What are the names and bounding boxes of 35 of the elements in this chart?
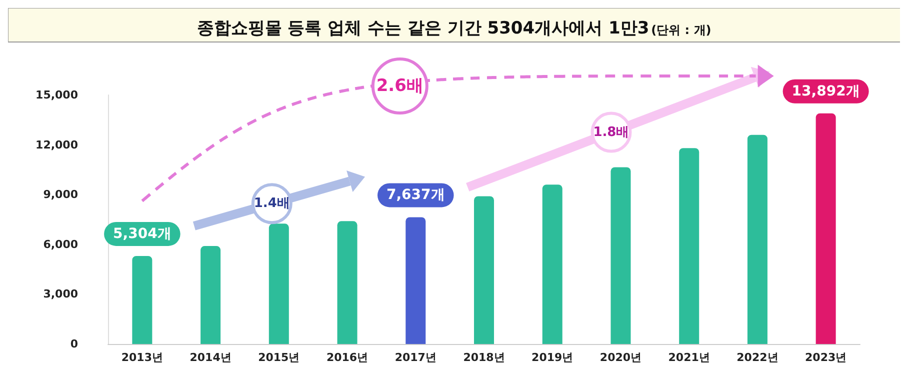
y-tick-label: 15,000 <box>36 88 78 102</box>
x-tick-label: 2020년 <box>600 351 642 364</box>
data-label: 5,304개 <box>113 226 172 242</box>
annotation: 2.6배 <box>376 76 424 96</box>
x-tick-label: 2018년 <box>463 351 505 364</box>
annotation: 1.8배 <box>593 124 630 140</box>
y-tick-label: 0 <box>70 338 78 350</box>
annotation: 1.4배 <box>254 196 290 212</box>
chart-title: 종합쇼핑몰 등록 업체 수는 같은 기간 5304개사에서 1만3 <box>196 18 650 38</box>
x-tick-label: 2015년 <box>258 351 300 364</box>
y-tick-label: 3,000 <box>43 288 78 301</box>
bar <box>337 221 358 344</box>
x-tick-label: 2014년 <box>190 351 232 364</box>
y-tick-label: 6,000 <box>43 238 78 251</box>
bar <box>747 134 768 344</box>
x-tick-label: 2013년 <box>121 351 163 364</box>
bar <box>816 113 836 344</box>
bar <box>200 246 221 344</box>
x-tick-label: 2023년 <box>805 351 847 364</box>
chart-subtitle: (단위 : 개) <box>651 23 712 37</box>
bar <box>132 256 152 344</box>
x-tick-label: 2021년 <box>668 351 710 364</box>
bar <box>406 217 426 344</box>
x-tick-label: 2017년 <box>394 351 436 364</box>
x-tick-label: 2022년 <box>736 351 778 364</box>
bar <box>610 167 631 344</box>
x-tick-label: 2016년 <box>326 351 368 364</box>
bar <box>474 196 494 344</box>
y-tick-label: 9,000 <box>43 188 78 202</box>
x-tick-label: 2019년 <box>532 351 574 364</box>
data-label: 7,637개 <box>386 187 445 204</box>
data-label: 13,892개 <box>792 83 860 100</box>
bar <box>542 184 562 344</box>
bar <box>679 148 700 344</box>
y-tick-label: 12,000 <box>36 138 78 152</box>
